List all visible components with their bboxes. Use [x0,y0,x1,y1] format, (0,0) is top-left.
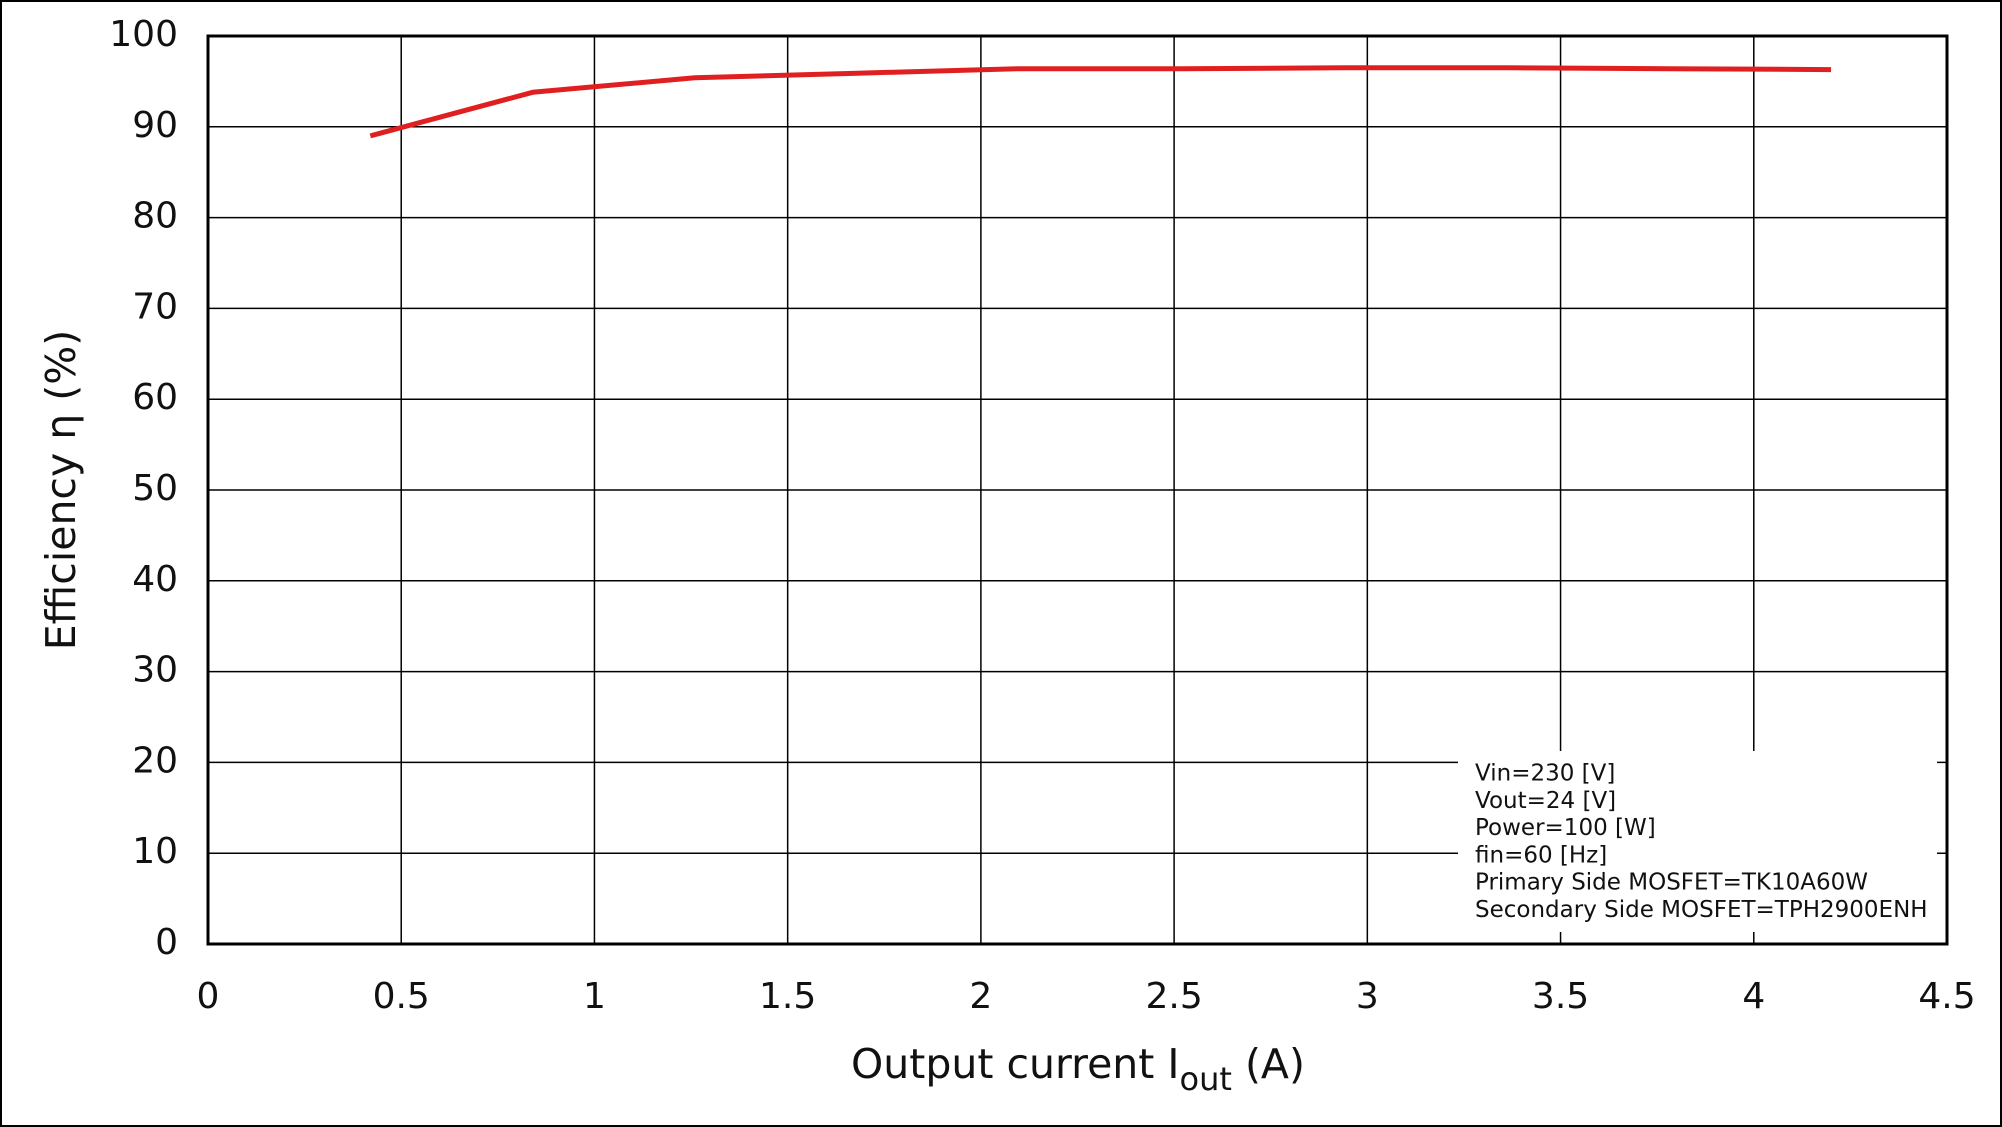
x-tick-label: 1 [583,976,606,1017]
annotation-line: Vin=230 [V] [1475,761,1615,787]
x-tick-label: 3 [1356,976,1379,1017]
data-line [369,65,1832,139]
y-tick-label: 50 [132,468,178,509]
annotation-line: Secondary Side MOSFET=TPH2900ENH [1475,897,1928,923]
x-tick-label: 3.5 [1532,976,1589,1017]
x-tick-label: 4 [1742,976,1765,1017]
x-tick-label: 4.5 [1918,976,1975,1017]
annotation-line: Power=100 [W] [1475,815,1656,841]
y-tick-label: 40 [132,559,178,600]
x-axis-title-part: Output current I [851,1040,1179,1088]
plot-border [206,34,1949,946]
plot [369,65,1832,139]
annotation: Vin=230 [V]Vout=24 [V]Power=100 [W]fin=6… [1475,761,1928,924]
y-tick-label: 100 [109,14,178,55]
x-tick-label: 0 [197,976,220,1017]
y-tick-label: 70 [132,286,178,327]
x-tick-label: 2 [969,976,992,1017]
x-tick-label: 2.5 [1145,976,1202,1017]
x-axis-title-part: (A) [1232,1040,1305,1088]
y-tick-label: 20 [132,740,178,781]
x-tick-label: 0.5 [373,976,430,1017]
y-tick-label: 90 [132,105,178,146]
y-tick-label: 60 [132,377,178,418]
y-tick-label: 10 [132,831,178,872]
x-axis-title: Output current Iout (A) [851,1040,1305,1098]
x-axis-title-sub: out [1180,1060,1232,1098]
y-tick-label: 80 [132,196,178,237]
annotation-line: Vout=24 [V] [1475,788,1616,814]
x-tick-label: 1.5 [759,976,816,1017]
annotation-line: Primary Side MOSFET=TK10A60W [1475,870,1868,896]
annotation-line: fin=60 [Hz] [1475,842,1607,868]
y-tick-label: 30 [132,650,178,691]
y-axis-title: Efficiency η (%) [37,330,85,651]
annotation-box [1458,751,1937,932]
y-tick-label: 0 [155,922,178,963]
